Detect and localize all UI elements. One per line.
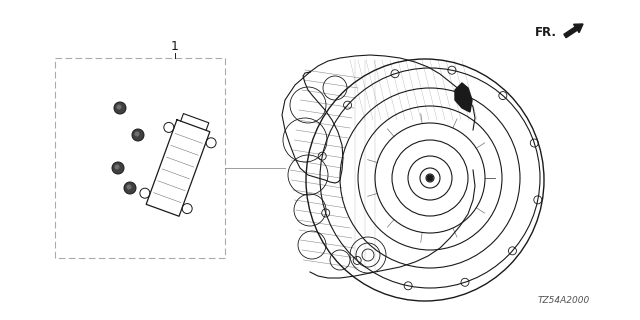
Text: 1: 1 [171, 39, 179, 52]
Polygon shape [455, 83, 472, 112]
Circle shape [115, 164, 120, 170]
Circle shape [116, 105, 122, 109]
Circle shape [127, 185, 131, 189]
Circle shape [124, 182, 136, 194]
Circle shape [427, 175, 433, 181]
Text: TZ54A2000: TZ54A2000 [538, 296, 590, 305]
FancyArrow shape [564, 24, 583, 38]
Circle shape [134, 132, 140, 137]
Circle shape [114, 102, 126, 114]
Text: FR.: FR. [535, 27, 557, 39]
Bar [55, 58, 225, 258]
Circle shape [132, 129, 144, 141]
Circle shape [112, 162, 124, 174]
